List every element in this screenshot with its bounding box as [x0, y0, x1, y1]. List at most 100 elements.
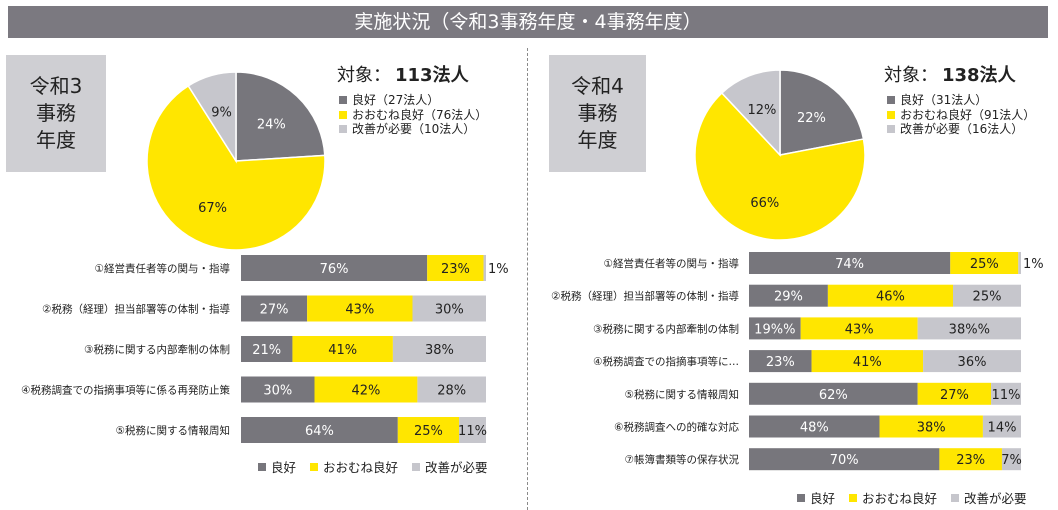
category-label: ⑥税務調査への的確な対応 [614, 421, 739, 434]
bar-value-label: 25% [414, 424, 443, 439]
bar-segment-needs-improvement [1001, 448, 1021, 471]
pie-legend-needs-improvement: 改善が必要（16法人） [887, 122, 1035, 137]
bar-value-label: 43% [345, 303, 374, 318]
bar-segment-good [749, 382, 918, 405]
bar-value-label: 21% [252, 343, 281, 358]
bar-segment-good [749, 284, 828, 307]
bar-value-label: 23% [766, 355, 795, 370]
bar-legend-good: 良好 [258, 457, 296, 476]
bar-value-label: 23% [956, 453, 985, 468]
bar-value-label: 74% [835, 257, 864, 272]
pie-slice-needs-improvement [720, 69, 781, 157]
needs-improvement-swatch-icon [951, 493, 960, 502]
bar-segment-needs-improvement [982, 415, 1021, 438]
bar-chart-r4: ①経営責任者等の関与・指導 74% 25% 1% ②税務（経理）担当部署等の体制・指導 2… [551, 252, 1044, 471]
bar-legend-needs-improvement: 改善が必要 [412, 457, 488, 476]
bar-segment-needs-improvement [412, 295, 486, 322]
category-label: ⑤税務に関する情報周知 [625, 388, 739, 401]
pie-legend-good: 良好（27法人） [339, 93, 487, 108]
subject-count-r4: 対象： 138法人 [884, 61, 1016, 87]
panel-divider [527, 48, 528, 510]
pie-legend-needs-improvement: 改善が必要（10法人） [339, 122, 487, 137]
bar-segment-good [749, 448, 940, 471]
bar-segment-needs-improvement [1018, 252, 1021, 274]
bar-value-label: 36% [958, 355, 987, 370]
bar-segment-good [241, 295, 308, 322]
category-label: ①経営責任者等の関与・指導 [604, 257, 740, 270]
bar-legend-label: 改善が必要 [425, 460, 488, 475]
panel-r4: 令和4 事務 年度 対象： 138法人 良好（31法人） おおむね良好（91法人）… [529, 0, 1058, 510]
bar-legend-label: 改善が必要 [964, 491, 1027, 506]
mostly-good-swatch-icon [849, 493, 858, 502]
bar-legend-mostly-good: おおむね良好 [310, 457, 398, 476]
bar-legend-needs-improvement: 改善が必要 [951, 488, 1027, 507]
pie-label-mostly-good: 66% [750, 196, 779, 211]
pie-label-good: 24% [257, 117, 286, 132]
bar-value-label: 41% [853, 355, 882, 370]
pie-legend-label: おおむね良好（76法人） [352, 107, 488, 122]
bar-chart-r3: ①経営責任者等の関与・指導 76% 23% 1% ②税務（経理）担当部署等の体制・指導 2… [21, 255, 509, 443]
bar-legend-r3: 良好 おおむね良好 改善が必要 [258, 457, 488, 476]
bar-segment-needs-improvement [923, 350, 1021, 373]
pie-legend-mostly-good: おおむね良好（76法人） [339, 108, 487, 123]
pie-legend-r4: 良好（31法人） おおむね良好（91法人） 改善が必要（16法人） [887, 93, 1035, 137]
page-title: 実施状況（令和3事務年度・4事務年度） [8, 6, 1048, 38]
bar-value-label: 27% [940, 388, 969, 403]
bar-value-label: 30% [435, 303, 464, 318]
bar-segment-mostly-good [811, 350, 924, 373]
category-label: ④税務調査での指摘事項等に… [593, 355, 739, 368]
bar-legend-mostly-good: おおむね良好 [849, 488, 937, 507]
pie-chart-r4: 22% 66% 12% [694, 69, 866, 241]
good-swatch-icon [258, 462, 266, 471]
bar-segment-needs-improvement [459, 417, 486, 443]
bar-segment-mostly-good [939, 448, 1002, 471]
bar-legend-label: 良好 [810, 491, 836, 506]
bar-segment-good [241, 336, 293, 362]
bar-segment-mostly-good [827, 284, 953, 307]
bar-value-label: 25% [973, 290, 1002, 305]
category-label: ④税務調査での指摘事項等に係る再発防止策 [21, 384, 230, 397]
needs-improvement-swatch-icon [412, 462, 421, 471]
pie-slice-needs-improvement [187, 71, 237, 164]
bar-value-label: 1% [488, 262, 509, 277]
bar-value-label: 30% [263, 384, 292, 399]
pie-slice-mostly-good [694, 91, 866, 241]
bar-value-label: 1% [1023, 257, 1044, 272]
bar-value-label: 14% [988, 421, 1017, 436]
bar-value-label: 62% [819, 388, 848, 403]
pie-label-needs-improvement: 9% [211, 105, 232, 120]
bar-legend-label: おおむね良好 [862, 491, 938, 506]
bar-segment-needs-improvement [483, 255, 486, 281]
pie-label-mostly-good: 67% [198, 201, 227, 216]
mostly-good-swatch-icon [310, 462, 319, 471]
pie-legend-label: 改善が必要（10法人） [352, 122, 476, 136]
bar-value-label: 19%% [754, 322, 795, 337]
bar-value-label: 29% [774, 290, 803, 305]
bar-value-label: 41% [328, 343, 357, 358]
pie-legend-label: 改善が必要（16法人） [900, 122, 1024, 136]
pie-legend-good: 良好（31法人） [887, 93, 1035, 108]
panel-r3: 令和3 事務 年度 対象： 113法人 良好（27法人） おおむね良好（76法人）… [0, 0, 527, 510]
category-label: ⑦帳簿書類等の保存状況 [625, 453, 740, 466]
category-label: ③税務に関する内部牽制の体制 [593, 322, 739, 335]
bar-segment-mostly-good [800, 317, 918, 340]
bar-value-label: 42% [351, 384, 380, 399]
bar-segment-good [749, 415, 880, 438]
bar-value-label: 38%% [949, 322, 990, 337]
bar-segment-mostly-good [950, 252, 1019, 274]
subject-label: 対象： [884, 65, 938, 86]
bar-legend-label: おおむね良好 [323, 460, 399, 475]
bar-value-label: 23% [441, 262, 470, 277]
bar-segment-good [241, 417, 398, 443]
bar-value-label: 28% [437, 384, 466, 399]
category-label: ②税務（経理）担当部署等の体制・指導 [42, 303, 230, 316]
bar-value-label: 38% [917, 421, 946, 436]
bar-segment-good [749, 317, 801, 340]
pie-label-needs-improvement: 12% [747, 103, 776, 118]
bar-value-label: 7% [1001, 453, 1022, 468]
pie-slice-good [235, 71, 326, 162]
good-swatch-icon [339, 96, 347, 105]
pie-chart-r3: 24% 67% 9% [146, 71, 326, 251]
bar-value-label: 70% [830, 453, 859, 468]
pie-label-good: 22% [797, 111, 826, 126]
